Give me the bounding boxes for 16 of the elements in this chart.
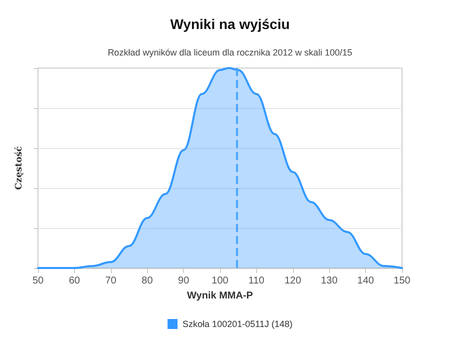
x-tick-label: 100: [212, 276, 229, 286]
x-tick-label: 130: [320, 276, 338, 286]
x-tick-label: 120: [284, 276, 302, 286]
chart-subtitle: Rozkład wyników dla liceum dla rocznika 2012 w skali 100/15: [108, 48, 352, 58]
x-tick-label: 60: [68, 276, 80, 286]
x-tick-label: 150: [394, 276, 411, 286]
x-tick-label: 140: [357, 276, 374, 286]
chart-title: Wyniki na wyjściu: [170, 16, 290, 32]
x-tick-label: 50: [32, 276, 44, 286]
x-tick-label: 80: [142, 276, 154, 286]
y-axis-title: Częstość: [14, 146, 24, 190]
x-tick-label: 70: [105, 276, 117, 286]
legend-label: Szkoła 100201-0511J (148): [182, 319, 292, 329]
x-axis-title: Wynik MMA-P: [187, 290, 254, 302]
x-tick-label: 110: [248, 276, 265, 286]
x-tick-label: 90: [178, 276, 190, 286]
